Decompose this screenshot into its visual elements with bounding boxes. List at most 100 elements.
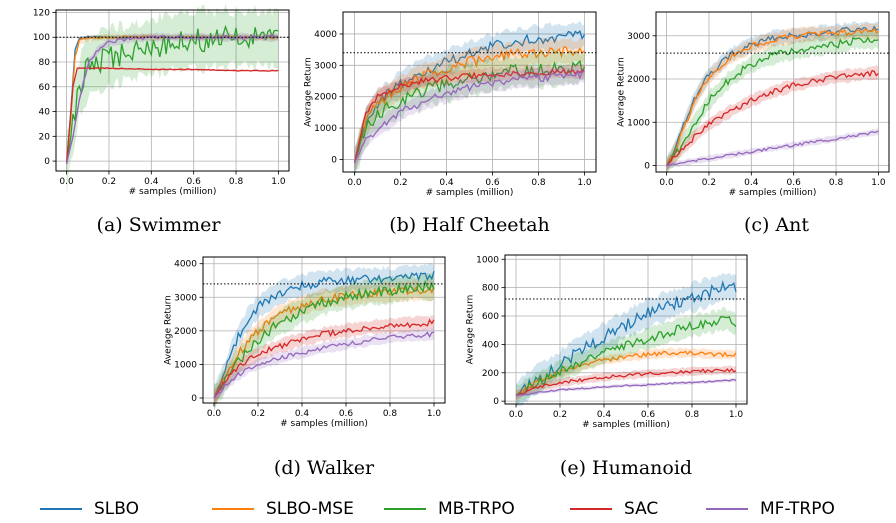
band-mb-trpo [66, 4, 279, 197]
x-tick-label: 0.2 [702, 178, 716, 188]
legend-label-slbo-mse: SLBO-MSE [266, 499, 354, 519]
y-tick-label: 100 [33, 33, 50, 43]
band-sac [666, 65, 879, 171]
y-axis-label: Average Return [617, 57, 627, 127]
legend-swatch-sac [570, 508, 612, 510]
x-tick-label: 0.6 [641, 410, 656, 420]
x-tick-label: 0.0 [207, 409, 222, 419]
x-axis-label: # samples (million) [129, 187, 217, 197]
plot-frame [342, 11, 597, 173]
y-tick-label: 1000 [174, 360, 197, 370]
y-tick-label: 2000 [314, 93, 337, 103]
y-tick-label: 2000 [174, 327, 197, 337]
legend: SLBO SLBO-MSE MB-TRPO SAC MF-TRPO [0, 496, 896, 522]
x-tick-label: 0.4 [144, 177, 159, 187]
x-tick-label: 0.4 [597, 410, 612, 420]
x-tick-label: 0.4 [439, 178, 454, 188]
x-axis-label: # samples (million) [729, 188, 817, 198]
series-line-sac [353, 68, 585, 163]
legend-swatch-slbo-mse [212, 508, 254, 510]
y-tick-label: 0 [644, 162, 650, 172]
chart-svg: 0.0 0.2 0.4 0.6 0.8 1.0 0 200 400 600 800 1000 # sam… [466, 254, 748, 430]
y-tick-label: 80 [39, 58, 51, 68]
y-tick-label: 0 [191, 394, 197, 404]
y-tick-label: 120 [33, 8, 50, 18]
chart-svg: 0.0 0.2 0.4 0.6 0.8 1.0 0 20 40 60 80 100 120 # sampl… [33, 4, 290, 197]
series-line-mb-trpo [65, 24, 279, 164]
x-tick-label: 0.2 [102, 177, 116, 187]
band-mb-trpo [354, 49, 585, 178]
band-slbo-mse [666, 22, 879, 173]
swimmer-caption: (a) Swimmer [96, 214, 221, 236]
series-line-mf-trpo [666, 130, 879, 167]
y-tick-label: 40 [39, 108, 51, 118]
x-tick-label: 1.0 [271, 177, 286, 187]
humanoid-chart: 0.0 0.2 0.4 0.6 0.8 1.0 0 200 400 600 800 1000 # sam… [449, 251, 761, 448]
y-tick-label: 2000 [627, 75, 650, 85]
x-tick-label: 0.0 [347, 178, 362, 188]
plot-frame [504, 254, 748, 405]
y-tick-label: 1000 [314, 124, 337, 134]
swimmer-chart: 0.0 0.2 0.4 0.6 0.8 1.0 0 20 40 60 80 100 120 # sampl… [0, 4, 303, 215]
x-tick-label: 1.0 [871, 178, 886, 188]
half-cheetah-caption: (b) Half Cheetah [389, 214, 550, 236]
y-tick-label: 800 [482, 284, 499, 294]
series-line-mb-trpo [666, 36, 879, 166]
series-line-mf-trpo [515, 378, 737, 397]
x-tick-label: 0.6 [339, 409, 354, 419]
x-axis-label: # samples (million) [426, 188, 514, 198]
x-tick-label: 1.0 [729, 410, 744, 420]
half-cheetah-chart: 0.0 0.2 0.4 0.6 0.8 1.0 0 1000 2000 3000 4000 # sam… [287, 8, 610, 216]
walker-chart: 0.0 0.2 0.4 0.6 0.8 1.0 0 1000 2000 3000 4000 # sam… [147, 253, 459, 447]
y-tick-label: 1000 [627, 118, 650, 128]
plot-frame [55, 9, 290, 172]
y-tick-label: 3000 [314, 61, 337, 71]
x-tick-label: 0.2 [553, 410, 567, 420]
y-axis-label: Average Return [164, 295, 174, 365]
band-mb-trpo [516, 307, 736, 408]
x-tick-label: 0.4 [295, 409, 310, 419]
series-line-mb-trpo [213, 279, 435, 399]
x-tick-label: 0.8 [829, 178, 844, 188]
series-line-mf-trpo [213, 331, 435, 399]
ant-chart: 0.0 0.2 0.4 0.6 0.8 1.0 0 1000 2000 3000 # samples… [600, 8, 896, 216]
legend-label-sac: SAC [624, 499, 659, 519]
x-tick-label: 0.4 [744, 178, 759, 188]
legend-label-mf-trpo: MF-TRPO [760, 499, 835, 519]
y-tick-label: 0 [493, 397, 499, 407]
x-tick-label: 1.0 [427, 409, 442, 419]
y-tick-label: 400 [482, 340, 499, 350]
band-sac [516, 365, 736, 400]
x-axis-label: # samples (million) [280, 419, 368, 429]
x-tick-label: 0.8 [685, 410, 700, 420]
legend-item-slbo-mse: SLBO-MSE [212, 496, 354, 522]
x-tick-label: 0.6 [485, 178, 500, 188]
x-tick-label: 0.8 [383, 409, 398, 419]
y-tick-label: 4000 [174, 260, 197, 270]
band-slbo-mse [354, 36, 585, 176]
humanoid-caption: (e) Humanoid [559, 457, 693, 479]
series-line-mf-trpo [353, 70, 585, 163]
series-line-slbo [515, 280, 737, 397]
y-tick-label: 4000 [314, 30, 337, 40]
series-line-mb-trpo [353, 59, 586, 163]
legend-item-mf-trpo: MF-TRPO [706, 496, 835, 522]
series-line-slbo [213, 270, 435, 399]
y-tick-label: 20 [39, 132, 51, 142]
x-tick-label: 0.8 [531, 178, 546, 188]
series-line-slbo-mse [353, 46, 585, 163]
y-tick-label: 60 [39, 83, 51, 93]
x-axis-label: # samples (million) [582, 420, 670, 430]
legend-item-mb-trpo: MB-TRPO [384, 496, 515, 522]
series-line-sac [666, 69, 879, 166]
chart-svg: 0.0 0.2 0.4 0.6 0.8 1.0 0 1000 2000 3000 4000 # sam… [304, 11, 597, 198]
legend-label-mb-trpo: MB-TRPO [438, 499, 515, 519]
x-tick-label: 0.2 [251, 409, 265, 419]
band-slbo [666, 21, 879, 173]
y-tick-label: 3000 [627, 32, 650, 42]
legend-item-sac: SAC [570, 496, 658, 522]
y-axis-label: Average Return [466, 295, 476, 365]
legend-swatch-mb-trpo [384, 508, 426, 510]
x-tick-label: 0.6 [187, 177, 202, 187]
y-axis-label: Average Return [304, 57, 314, 127]
